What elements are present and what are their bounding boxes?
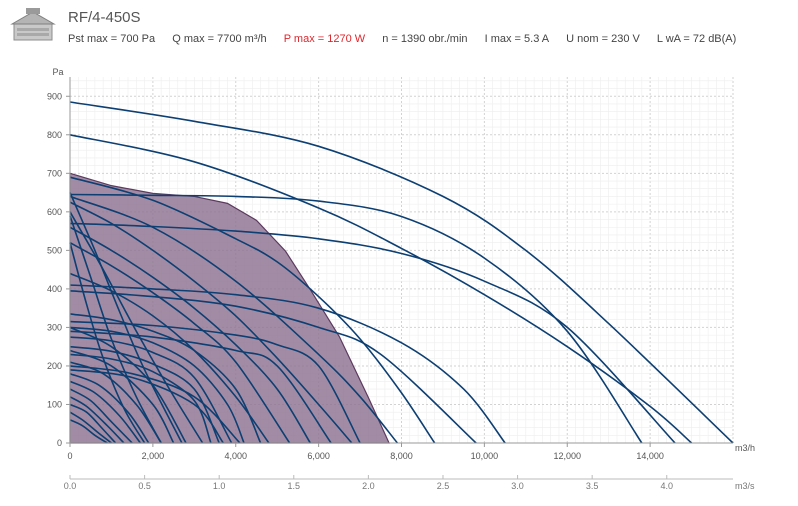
- series-line-25: [69, 349, 175, 444]
- x-tick-label: 2,000: [142, 451, 165, 461]
- x-tick-label: 0: [67, 451, 72, 461]
- series-line-14: [69, 272, 270, 444]
- operating-area: [69, 172, 391, 444]
- x-tick-label: 6,000: [307, 451, 330, 461]
- y-tick-label: 600: [47, 207, 62, 217]
- x-tick-label: 14,000: [636, 451, 664, 461]
- series-line-3: [69, 193, 643, 444]
- performance-chart: 0 100 200 300 400 500 600 700 800 900 Pa 0 2,000 4,00…: [47, 67, 755, 491]
- x2-tick-label: 1.0: [213, 481, 226, 491]
- spec-q-max: Q max = 7700 m³/h: [172, 33, 267, 45]
- series-line-28: [69, 380, 142, 444]
- series-line-31: [69, 403, 117, 444]
- series-line-7: [69, 176, 436, 444]
- series-line-24: [69, 326, 187, 444]
- header: RF/4-450S Pst max = 700 Pa Q max = 7700 …: [0, 0, 798, 56]
- x-tick-label: 8,000: [390, 451, 413, 461]
- x-axis-label: m3/h: [735, 443, 755, 453]
- series-line-22: [69, 215, 162, 444]
- series-line-5: [69, 284, 506, 444]
- series-line-11: [69, 241, 291, 444]
- spec-voltage: U nom = 230 V: [566, 33, 640, 45]
- roof-fan-icon: [10, 8, 56, 41]
- x2-tick-label: 0.5: [138, 481, 151, 491]
- series-line-4: [69, 222, 676, 444]
- y-tick-label: 100: [47, 399, 62, 409]
- x2-tick-label: 0.0: [64, 481, 77, 491]
- series-line-29: [69, 388, 133, 444]
- y-tick-label: 500: [47, 245, 62, 255]
- series-line-1: [69, 101, 734, 444]
- y-tick-label: 800: [47, 130, 62, 140]
- series-line-27: [69, 372, 150, 444]
- x2-tick-label: 4.0: [661, 481, 674, 491]
- series-line-10: [69, 226, 311, 444]
- series-line-23: [69, 242, 146, 444]
- series-line-21: [69, 192, 183, 444]
- y-tick-label: 0: [57, 438, 62, 448]
- series-line-12: [69, 320, 361, 444]
- series-line-32: [69, 411, 112, 444]
- x2-tick-label: 3.5: [586, 481, 599, 491]
- series-line-9: [69, 201, 353, 444]
- spec-pst-max: Pst max = 700 Pa: [68, 33, 156, 45]
- x-tick-label: 4,000: [224, 451, 247, 461]
- series-line-6: [69, 290, 477, 444]
- x2-axis-label: m3/s: [735, 481, 755, 491]
- spec-speed: n = 1390 obr./min: [382, 33, 468, 45]
- x-tick-label: 12,000: [553, 451, 581, 461]
- series-line-30: [69, 396, 125, 444]
- series-line-33: [69, 419, 108, 444]
- x2-tick-label: 1.5: [288, 481, 301, 491]
- series-line-8: [69, 195, 399, 444]
- y-tick-label: 900: [47, 91, 62, 101]
- y-tick-label: 300: [47, 322, 62, 332]
- x2-tick-label: 3.0: [511, 481, 524, 491]
- spec-sound: L wA = 72 dB(A): [656, 33, 737, 45]
- spec-current: I max = 5.3 A: [484, 33, 550, 45]
- series-line-34: [69, 365, 241, 444]
- series-line-13: [69, 330, 332, 444]
- series-line-26: [69, 361, 162, 444]
- y-axis-label: Pa: [52, 67, 63, 77]
- y-tick-label: 700: [47, 168, 62, 178]
- x-tick-label: 10,000: [471, 451, 499, 461]
- y-tick-label: 400: [47, 284, 62, 294]
- spec-list: Pst max = 700 Pa Q max = 7700 m³/h P max…: [68, 33, 750, 45]
- series-line-15: [69, 313, 262, 444]
- page-title: RF/4-450S: [68, 9, 141, 26]
- x2-tick-label: 2.0: [362, 481, 375, 491]
- x2-tick-label: 2.5: [437, 481, 450, 491]
- series-line-19: [69, 353, 212, 444]
- y-tick-label: 200: [47, 361, 62, 371]
- series-line-35: [69, 369, 224, 444]
- series-line-20: [69, 211, 204, 444]
- spec-p-max: P max = 1270 W: [283, 33, 366, 45]
